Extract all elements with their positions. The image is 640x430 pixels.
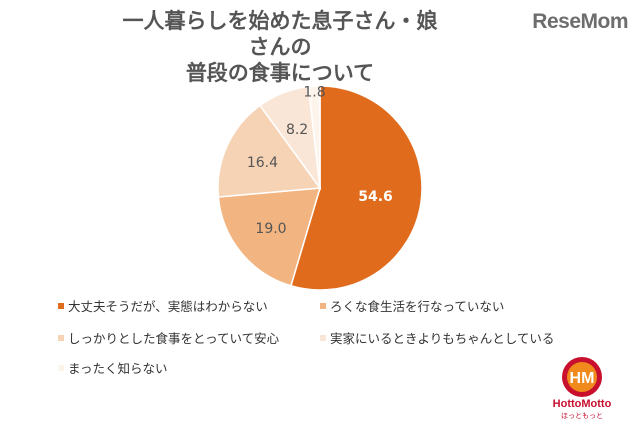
legend-swatch-3 [58,334,64,341]
chart-title: 一人暮らしを始めた息子さん・娘さんの 普段の食事について [120,8,440,86]
legend-label-5: まったく知らない [68,361,168,376]
pie-slice-5 [307,85,321,189]
pie-chart: 54.6 19.0 16.4 8.2 1.8 [217,84,423,291]
legend-swatch-5 [58,364,64,371]
logo-subtitle: ほっともっと [561,412,603,420]
legend-label-2: ろくな食生活を行なっていない [330,299,505,314]
chart-title-line-1: 一人暮らしを始めた息子さん・娘さんの [122,8,438,59]
logo-name: HottoMotto [552,398,612,410]
legend-swatch-4 [320,334,326,341]
legend-label-1: 大丈夫そうだが、実態はわからない [68,299,268,314]
chart-title-line-2: 普段の食事について [185,60,375,85]
pie-slice-3 [217,104,322,198]
pie-label-1: 54.6 [358,189,393,205]
legend-swatch-1 [58,302,64,309]
logo-letters: HM [570,370,595,387]
pie-label-3: 16.4 [247,155,278,171]
logo-fill [567,362,597,392]
hottomotto-logo: HM HottoMotto ほっともっと [537,355,627,425]
legend-item-4: 実家にいるときよりもちゃんとしている [320,328,554,347]
resemom-watermark: ReseMom [532,10,628,33]
pie-slice-1 [289,85,423,291]
legend-label-3: しっかりとした食事をとっていて安心 [68,331,280,346]
legend-item-2: ろくな食生活を行なっていない [320,296,504,315]
legend-item-3: しっかりとした食事をとっていて安心 [58,328,279,347]
pie-label-4: 8.2 [286,122,308,138]
legend-item-1: 大丈夫そうだが、実態はわからない [58,296,268,315]
pie-label-2: 19.0 [255,221,286,237]
pie-slice-2 [217,187,322,287]
hottomotto-emblem: HM [562,357,602,397]
legend-label-4: 実家にいるときよりもちゃんとしている [330,331,555,346]
legend-swatch-2 [320,302,326,309]
pie-label-5: 1.8 [303,84,325,100]
legend-item-5: まったく知らない [58,358,168,377]
